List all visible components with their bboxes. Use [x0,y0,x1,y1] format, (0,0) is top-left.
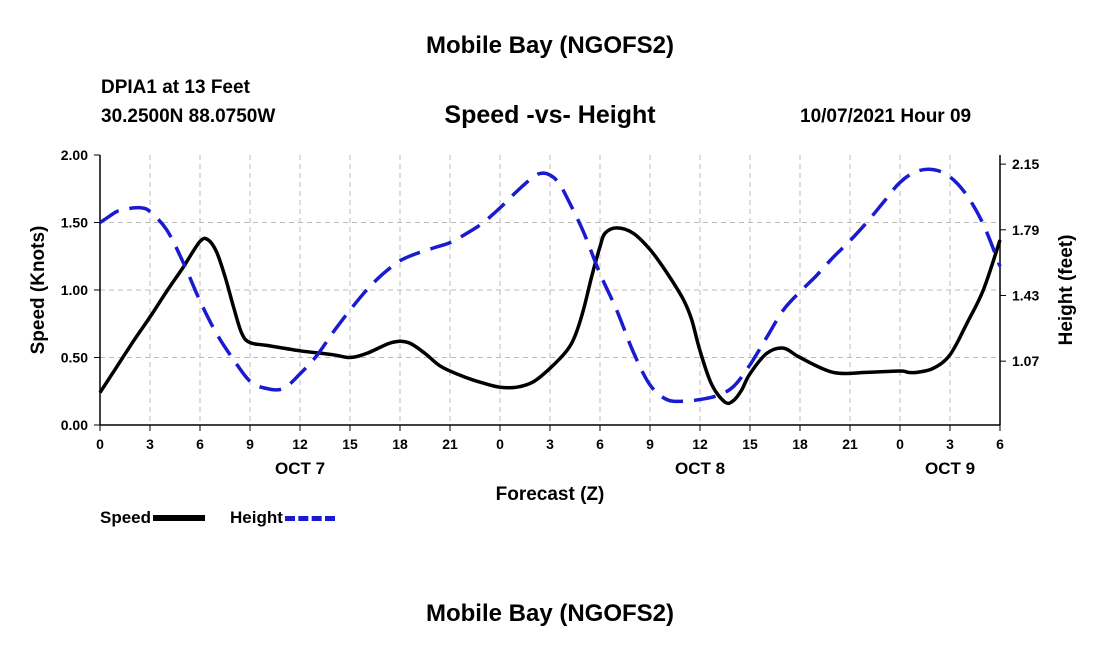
station-coordinates: 30.2500N 88.0750W [101,106,276,127]
x-tick-label: 12 [292,436,308,452]
x-tick-label: 15 [742,436,758,452]
x-tick-label: 0 [896,436,904,452]
legend-height: Height [230,508,335,528]
x-tick-label: 12 [692,436,708,452]
x-tick-label: 15 [342,436,358,452]
y2-tick-label: 2.15 [1012,156,1039,172]
x-tick-label: 3 [546,436,554,452]
y-tick-label: 1.50 [61,215,88,231]
x-tick-label: 6 [596,436,604,452]
date-label: OCT 9 [925,459,975,478]
x-tick-label: 18 [792,436,808,452]
x-tick-label: 6 [996,436,1004,452]
y2-tick-label: 1.07 [1012,353,1039,369]
y2-axis-title: Height (feet) [1056,235,1077,346]
x-tick-label: 9 [246,436,254,452]
y-tick-label: 2.00 [61,147,88,163]
x-tick-label: 6 [196,436,204,452]
x-tick-label: 3 [946,436,954,452]
legend-speed-swatch [153,515,206,521]
y-tick-label: 0.50 [61,350,88,366]
forecast-datetime: 10/07/2021 Hour 09 [800,106,972,127]
legend-height-swatch [284,515,335,521]
y2-tick-label: 1.43 [1012,287,1039,303]
x-tick-label: 9 [646,436,654,452]
date-label: OCT 8 [675,459,725,478]
y-tick-label: 1.00 [61,282,88,298]
legend-height-label: Height [230,508,283,527]
speed-series-line [98,226,1002,406]
chart-main-title: Mobile Bay (NGOFS2) [425,32,675,59]
chart-footer-title: Mobile Bay (NGOFS2) [425,600,675,627]
y-axis-title: Speed (Knots) [28,226,49,355]
x-tick-label: 18 [392,436,408,452]
legend-speed: Speed [100,508,206,528]
y2-tick-label: 1.79 [1012,222,1039,238]
date-label: OCT 7 [275,459,325,478]
x-tick-label: 0 [96,436,104,452]
x-tick-label: 0 [496,436,504,452]
x-tick-label: 21 [442,436,458,452]
x-tick-label: 21 [842,436,858,452]
x-axis-title: Forecast (Z) [496,484,605,505]
y-tick-label: 0.00 [61,417,88,433]
legend-speed-label: Speed [100,508,152,527]
station-label: DPIA1 at 13 Feet [101,77,250,98]
x-tick-label: 3 [146,436,154,452]
height-series-line [99,167,1002,404]
chart-subtitle: Speed -vs- Height [444,101,656,129]
